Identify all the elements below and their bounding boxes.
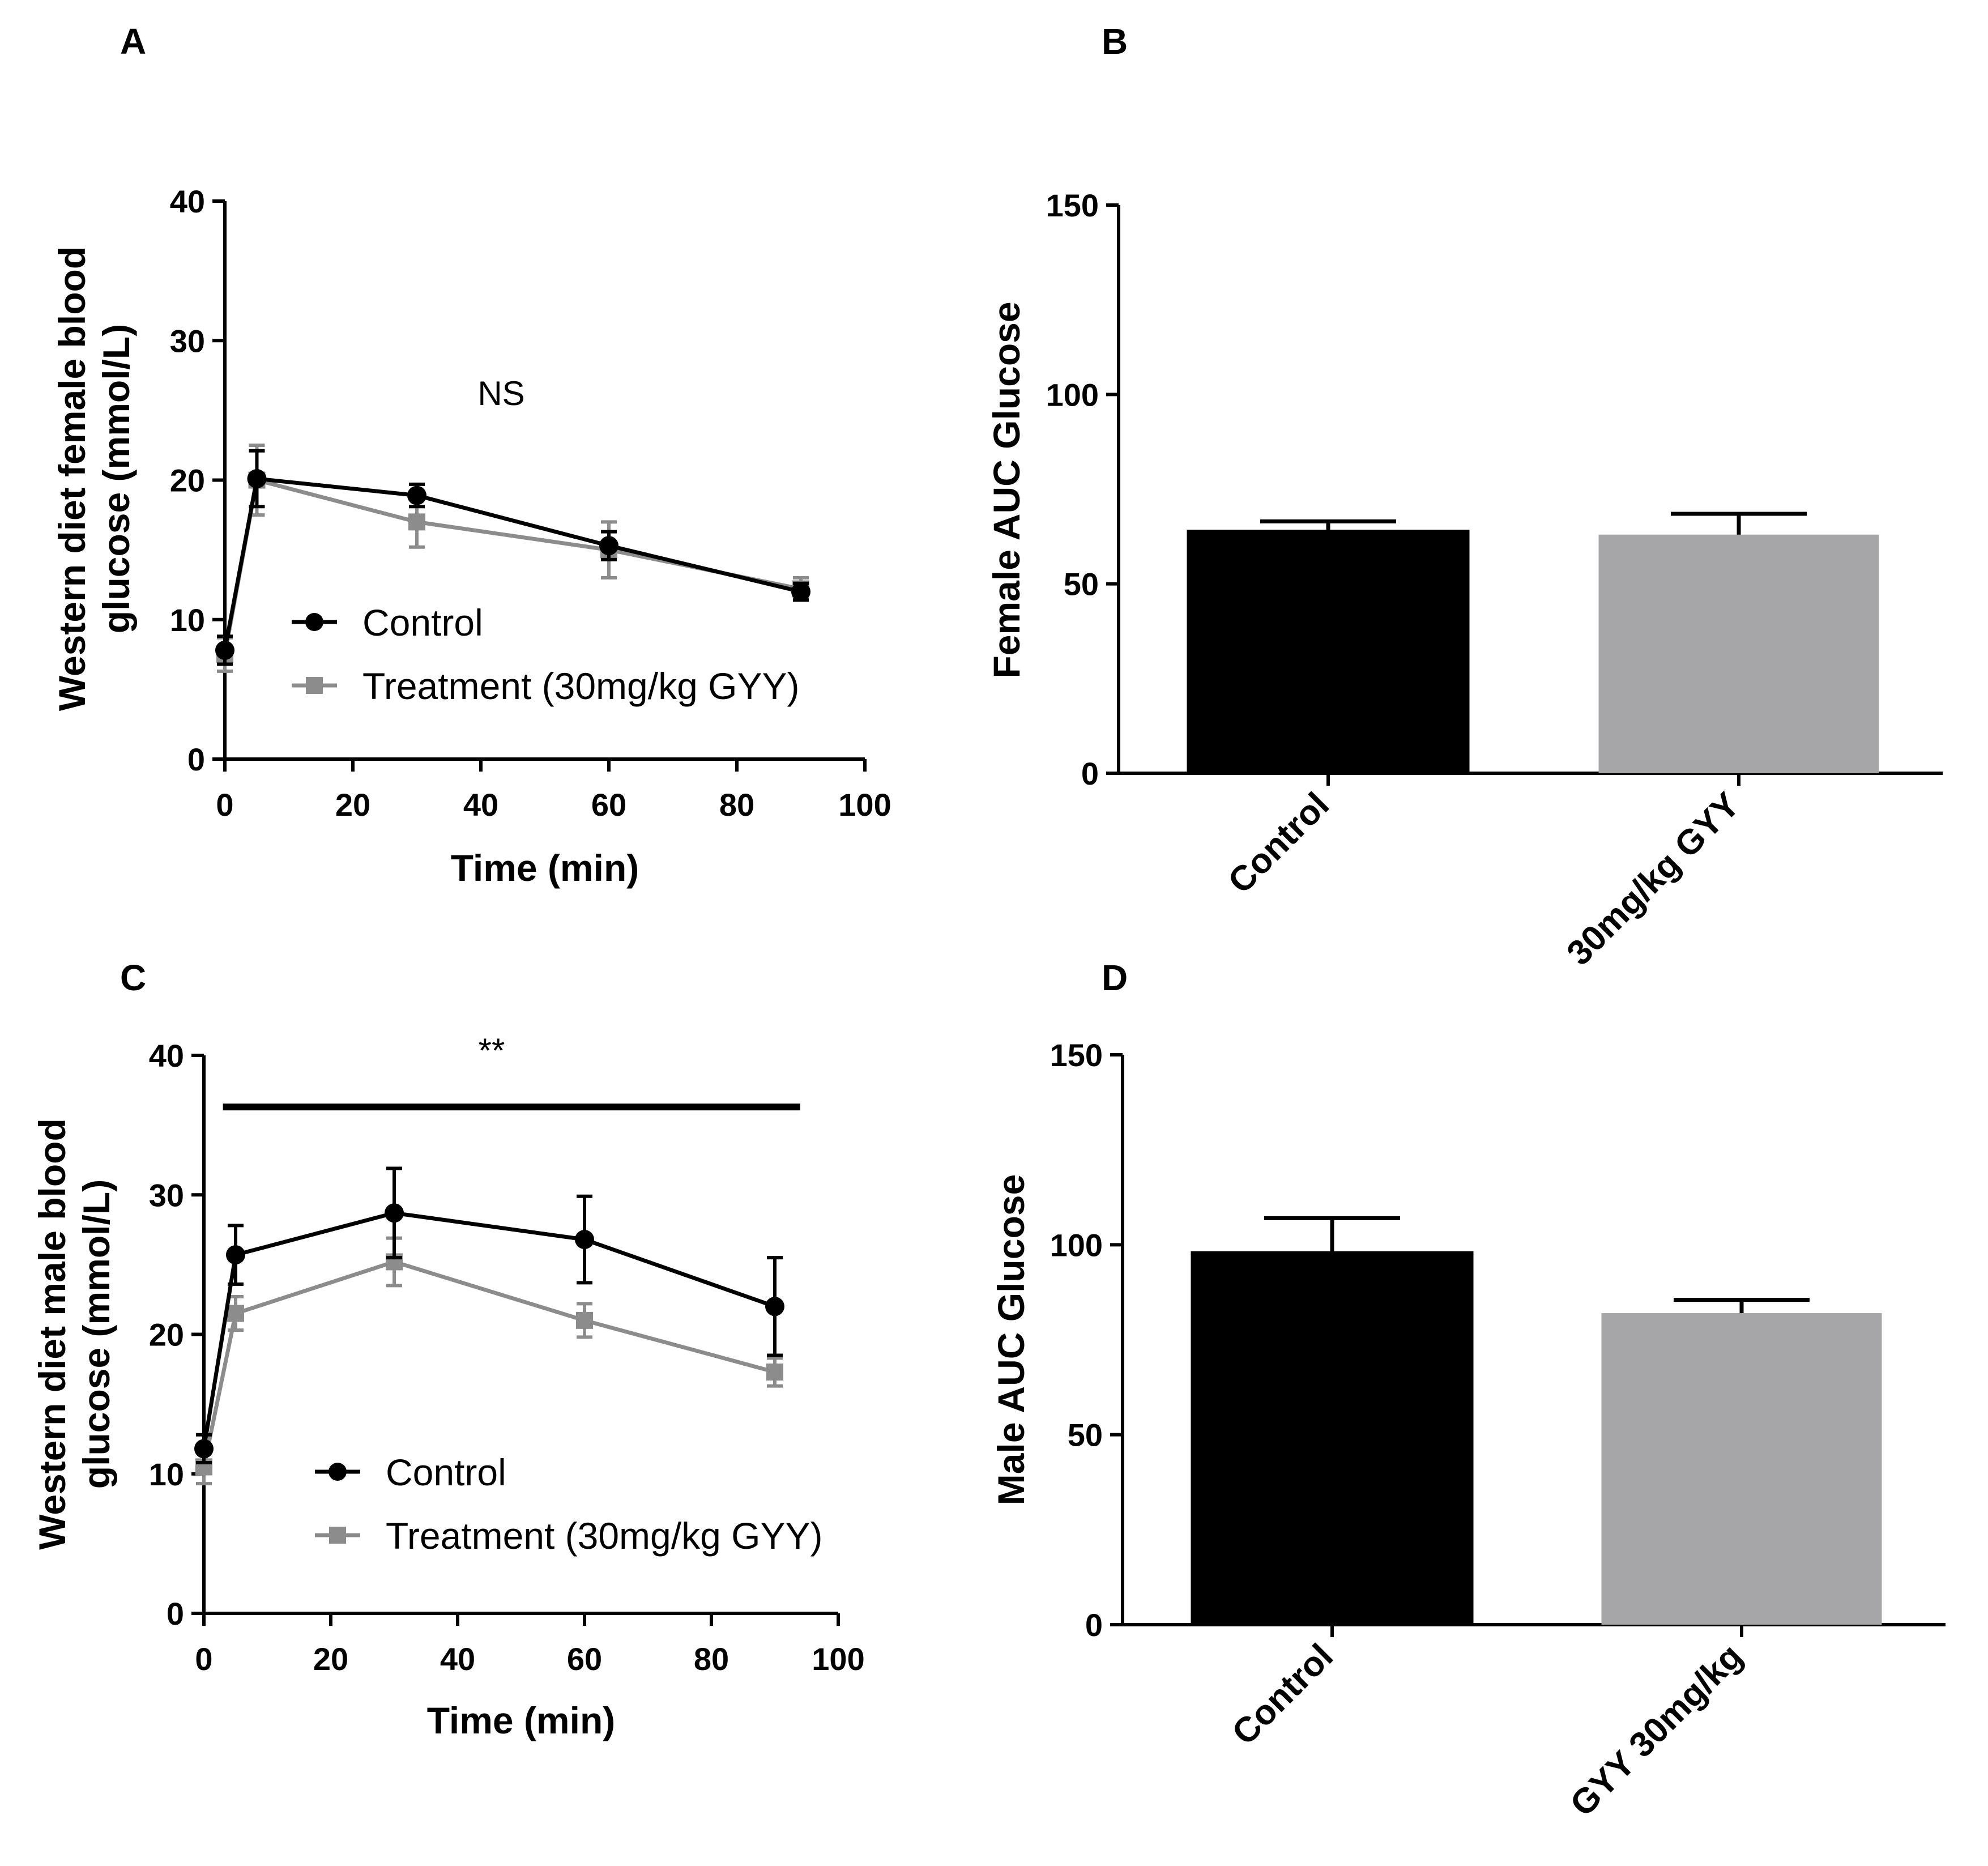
panel-a-point-2 xyxy=(408,513,425,531)
panel-d-category-label-1: GYY 30mg/kg xyxy=(1563,1637,1750,1824)
panel-c-legend-marker-control xyxy=(329,1463,347,1481)
panel-c-x-tick-label-3: 60 xyxy=(567,1641,602,1677)
panel-letter-c: C xyxy=(120,957,146,998)
panel-a-y-tick-label-4: 40 xyxy=(170,184,205,219)
panel-a-annotation: NS xyxy=(477,374,524,412)
panel-c-legend-marker-treatment xyxy=(329,1527,346,1544)
panel-a: A 0 10 20 30 40 0 20 40 60 80 100 Time (min) Western… xyxy=(51,21,891,889)
panel-c-point-1 xyxy=(226,1245,245,1265)
panel-letter-b: B xyxy=(1102,21,1128,62)
panel-c-series-control xyxy=(194,1166,784,1465)
panel-b-y-tick-label-0: 0 xyxy=(1081,756,1099,791)
panel-b-y-tick-label-1: 50 xyxy=(1064,566,1099,602)
panel-c-y-axis-title-line-2: glucose (mmol/L) xyxy=(75,1179,117,1489)
panel-c-y-tick-label-4: 40 xyxy=(149,1038,184,1073)
panel-a-legend-marker-treatment xyxy=(306,677,323,694)
panel-d-bar-1 xyxy=(1601,1313,1882,1625)
panel-a-x-tick-label-3: 60 xyxy=(591,787,626,823)
panel-a-y-axis-title-line-2: glucose (mmol/L) xyxy=(95,324,137,633)
panel-c-legend-label-control: Control xyxy=(386,1451,506,1493)
panel-c-x-tick-label-4: 80 xyxy=(694,1641,729,1677)
panel-a-legend-marker-control xyxy=(305,613,323,631)
panel-d-y-axis-title: Male AUC Glucose xyxy=(990,1174,1032,1505)
panel-a-legend-label-control: Control xyxy=(362,602,483,644)
panel-c-series-treatment xyxy=(195,1236,783,1485)
panel-c-line-control xyxy=(202,1211,776,1449)
panel-d-bar-0 xyxy=(1191,1251,1474,1626)
panel-a-legend: Control Treatment (30mg/kg GYY) xyxy=(292,602,799,707)
panel-c-y-tick-label-0: 0 xyxy=(167,1596,184,1631)
panel-a-y-tick-label-1: 10 xyxy=(170,602,205,638)
panel-b-y-axis-title: Female AUC Glucose xyxy=(986,301,1027,678)
panel-a-point-0 xyxy=(215,640,234,660)
panel-b-y-tick-label-3: 150 xyxy=(1046,188,1099,223)
panel-d: D 0 50 100 150 Male AUC Glucose Control GYY 30… xyxy=(990,957,1946,1824)
panel-a-y-tick-label-3: 30 xyxy=(170,323,205,359)
panel-c-x-tick-label-1: 20 xyxy=(313,1641,348,1677)
panel-a-legend-label-treatment: Treatment (30mg/kg GYY) xyxy=(362,665,799,707)
panel-a-series-control xyxy=(215,449,810,666)
panel-d-y-tick-label-2: 100 xyxy=(1050,1227,1103,1263)
panel-letter-d: D xyxy=(1102,957,1128,998)
panel-a-point-3 xyxy=(599,536,618,556)
panel-c-point-2 xyxy=(385,1203,404,1223)
panel-a-y-tick-label-2: 20 xyxy=(170,463,205,499)
panel-b-bar-0 xyxy=(1187,530,1470,774)
panel-d-category-label-0: Control xyxy=(1225,1637,1341,1753)
panel-a-y-axis-title-line-1: Western diet female blood xyxy=(51,246,93,711)
panel-c-x-tick-label-2: 40 xyxy=(440,1641,475,1677)
panel-a-point-1 xyxy=(247,469,267,489)
panel-d-y-tick-label-1: 50 xyxy=(1068,1417,1103,1453)
panel-b-category-label-0: Control xyxy=(1221,785,1337,901)
panel-a-point-2 xyxy=(407,485,426,505)
panel-c-legend: Control Treatment (30mg/kg GYY) xyxy=(315,1451,822,1557)
panel-c-x-axis-title: Time (min) xyxy=(427,1699,615,1741)
panel-a-x-tick-label-4: 80 xyxy=(719,787,754,823)
panel-b: B 0 50 100 150 Female AUC Glucose Control 30mg… xyxy=(986,21,1943,973)
panel-a-series-treatment xyxy=(216,443,809,673)
panel-c-y-tick-label-2: 20 xyxy=(149,1317,184,1353)
panel-c-x-tick-label-0: 0 xyxy=(195,1641,212,1677)
panel-a-x-tick-label-5: 100 xyxy=(838,787,891,823)
panel-a-point-4 xyxy=(791,582,810,602)
panel-a-x-axis-title: Time (min) xyxy=(451,847,639,889)
panel-c-y-tick-label-3: 30 xyxy=(149,1177,184,1213)
panel-a-x-tick-label-1: 20 xyxy=(335,787,370,823)
panel-c-x-tick-label-5: 100 xyxy=(812,1641,864,1677)
panel-c-point-3 xyxy=(576,1311,593,1329)
panel-c-y-tick-label-1: 10 xyxy=(149,1456,184,1492)
panel-c-line-treatment xyxy=(202,1259,775,1468)
panel-a-y-tick-label-0: 0 xyxy=(187,742,205,777)
panel-a-x-tick-label-2: 40 xyxy=(463,787,498,823)
panel-c-point-4 xyxy=(765,1297,784,1317)
panel-d-y-tick-label-3: 150 xyxy=(1050,1037,1103,1073)
panel-d-y-tick-label-0: 0 xyxy=(1085,1607,1103,1643)
panel-c-point-3 xyxy=(575,1230,594,1250)
panel-c: C 0 10 20 30 40 0 20 40 60 80 100 Time (min) Western… xyxy=(31,957,865,1741)
panel-c-annotation: ** xyxy=(479,1032,505,1070)
panel-c-point-4 xyxy=(766,1363,783,1381)
panel-c-y-axis-title-line-1: Western diet male blood xyxy=(31,1118,73,1550)
panel-b-y-tick-label-2: 100 xyxy=(1046,377,1099,412)
panel-a-x-tick-label-0: 0 xyxy=(216,787,233,823)
panel-c-point-0 xyxy=(194,1439,214,1459)
panel-c-point-1 xyxy=(227,1305,244,1322)
panel-c-legend-label-treatment: Treatment (30mg/kg GYY) xyxy=(386,1515,822,1557)
panel-b-bar-1 xyxy=(1598,534,1879,773)
panel-b-category-label-1: 30mg/kg GYY xyxy=(1559,785,1747,973)
panel-letter-a: A xyxy=(120,21,146,62)
